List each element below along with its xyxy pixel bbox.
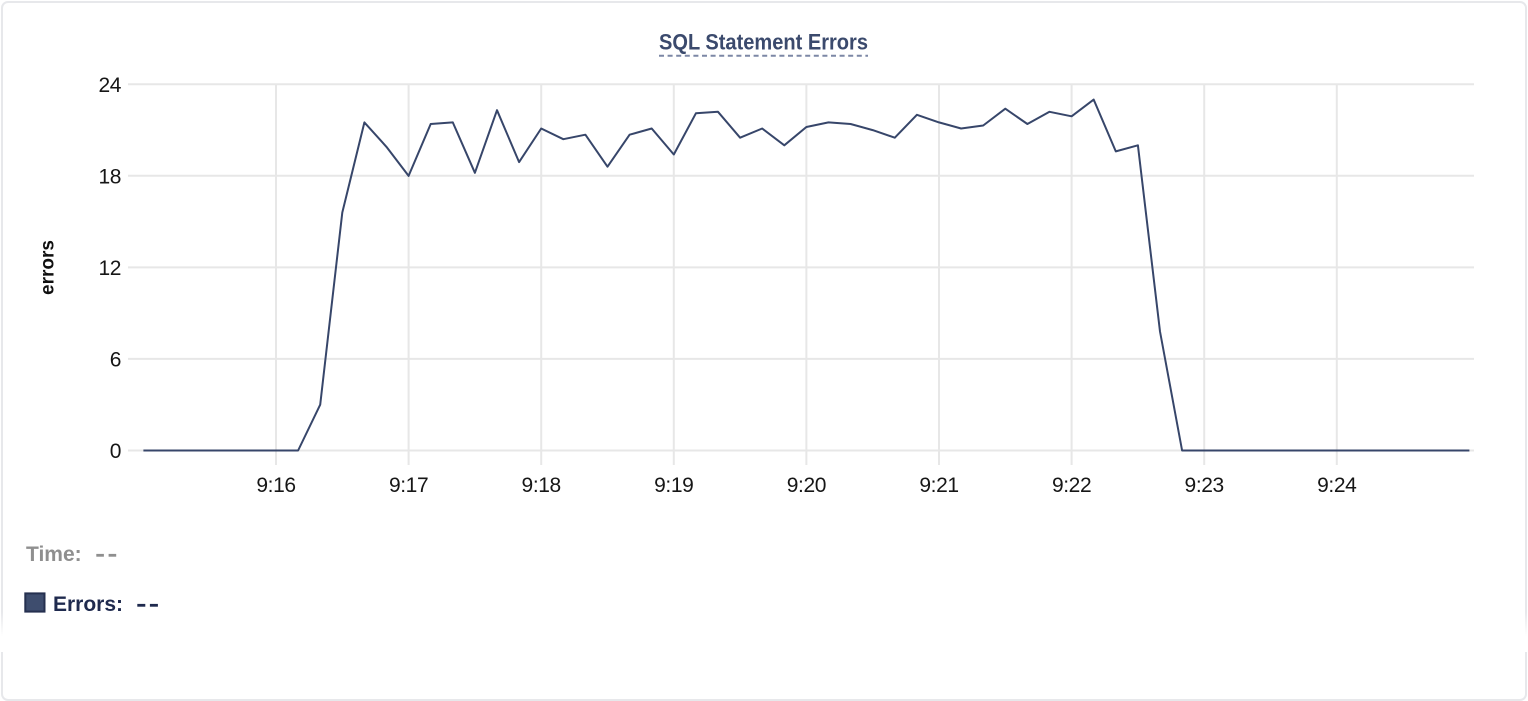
svg-text:24: 24 [98, 74, 121, 97]
svg-text:9:20: 9:20 [787, 474, 826, 497]
svg-text:9:18: 9:18 [522, 474, 561, 497]
svg-text:12: 12 [98, 257, 121, 280]
svg-text:0: 0 [110, 440, 121, 463]
svg-text:9:16: 9:16 [256, 474, 295, 497]
svg-text:9:24: 9:24 [1317, 474, 1357, 497]
svg-text:9:23: 9:23 [1185, 474, 1224, 497]
svg-text:6: 6 [110, 349, 121, 372]
svg-text:errors: errors [38, 240, 59, 295]
svg-text:SQL Statement Errors: SQL Statement Errors [659, 30, 868, 55]
svg-text:9:19: 9:19 [654, 474, 693, 497]
svg-text:9:17: 9:17 [389, 474, 428, 497]
svg-text:9:21: 9:21 [919, 474, 958, 497]
svg-text:Time:: Time: [26, 543, 82, 566]
svg-text:18: 18 [98, 166, 121, 189]
svg-text:9:22: 9:22 [1052, 474, 1091, 497]
svg-text:Errors:: Errors: [53, 593, 123, 616]
